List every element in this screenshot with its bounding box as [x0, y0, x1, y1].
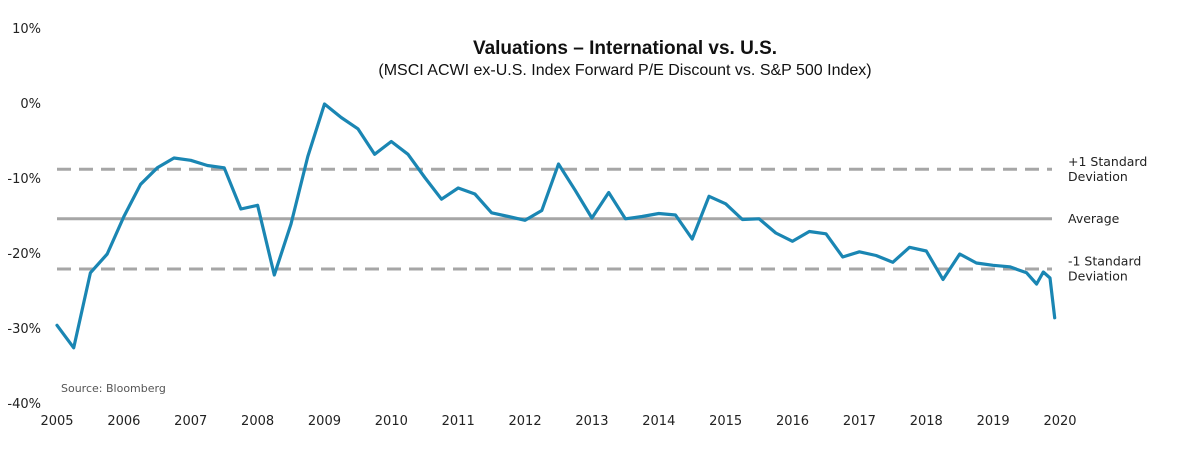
reference-line-label: -1 Standard Deviation: [1068, 254, 1141, 284]
reference-lines: [57, 167, 1052, 271]
series-line: [55, 102, 1057, 350]
x-tick-label: 2018: [910, 414, 943, 429]
x-tick-label: 2015: [709, 414, 742, 429]
y-axis-ticks: 10% 0% -10% -20% -30% -40%: [7, 22, 41, 412]
chart-title: Valuations – International vs. U.S.: [472, 38, 778, 59]
chart-subtitle: (MSCI ACWI ex-U.S. Index Forward P/E Dis…: [378, 62, 872, 79]
x-tick-label: 2012: [509, 414, 542, 429]
x-tick-label: 2013: [575, 414, 608, 429]
data-series: [55, 102, 1057, 350]
x-tick-label: 2010: [375, 414, 408, 429]
reference-line-label: +1 Standard Deviation: [1068, 154, 1147, 184]
x-tick-label: 2020: [1043, 414, 1076, 429]
y-tick-label: 0%: [20, 97, 41, 112]
reference-line-label: Average: [1068, 211, 1120, 226]
x-tick-label: 2008: [241, 414, 274, 429]
x-tick-label: 2019: [977, 414, 1010, 429]
x-tick-label: 2017: [843, 414, 876, 429]
x-tick-label: 2014: [642, 414, 675, 429]
source-note: Source: Bloomberg: [61, 382, 166, 395]
x-tick-label: 2016: [776, 414, 809, 429]
x-tick-label: 2005: [40, 414, 73, 429]
y-tick-label: -10%: [7, 172, 41, 187]
y-tick-label: -40%: [7, 397, 41, 412]
x-tick-label: 2009: [308, 414, 341, 429]
y-tick-label: -30%: [7, 322, 41, 337]
x-axis-ticks: 2005 2006 2007 2008 2009 2010 2011 2012 2013 2014…: [40, 414, 1076, 429]
x-tick-label: 2006: [107, 414, 140, 429]
y-tick-label: 10%: [12, 22, 41, 37]
y-tick-label: -20%: [7, 247, 41, 262]
reference-labels: +1 Standard Deviation Average -1 Standard De…: [1068, 154, 1147, 284]
x-tick-label: 2011: [442, 414, 475, 429]
x-tick-label: 2007: [174, 414, 207, 429]
